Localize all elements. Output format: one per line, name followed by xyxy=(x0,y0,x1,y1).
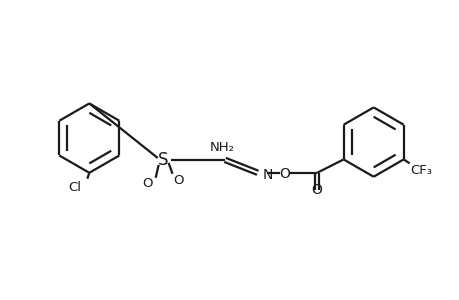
Text: O: O xyxy=(279,167,289,181)
Text: O: O xyxy=(142,177,153,190)
Text: O: O xyxy=(173,174,183,187)
Text: O: O xyxy=(311,183,322,196)
Text: Cl: Cl xyxy=(68,181,81,194)
Text: NH₂: NH₂ xyxy=(209,141,234,154)
Text: CF₃: CF₃ xyxy=(410,164,431,177)
Text: S: S xyxy=(158,151,168,169)
Text: N: N xyxy=(262,168,273,182)
